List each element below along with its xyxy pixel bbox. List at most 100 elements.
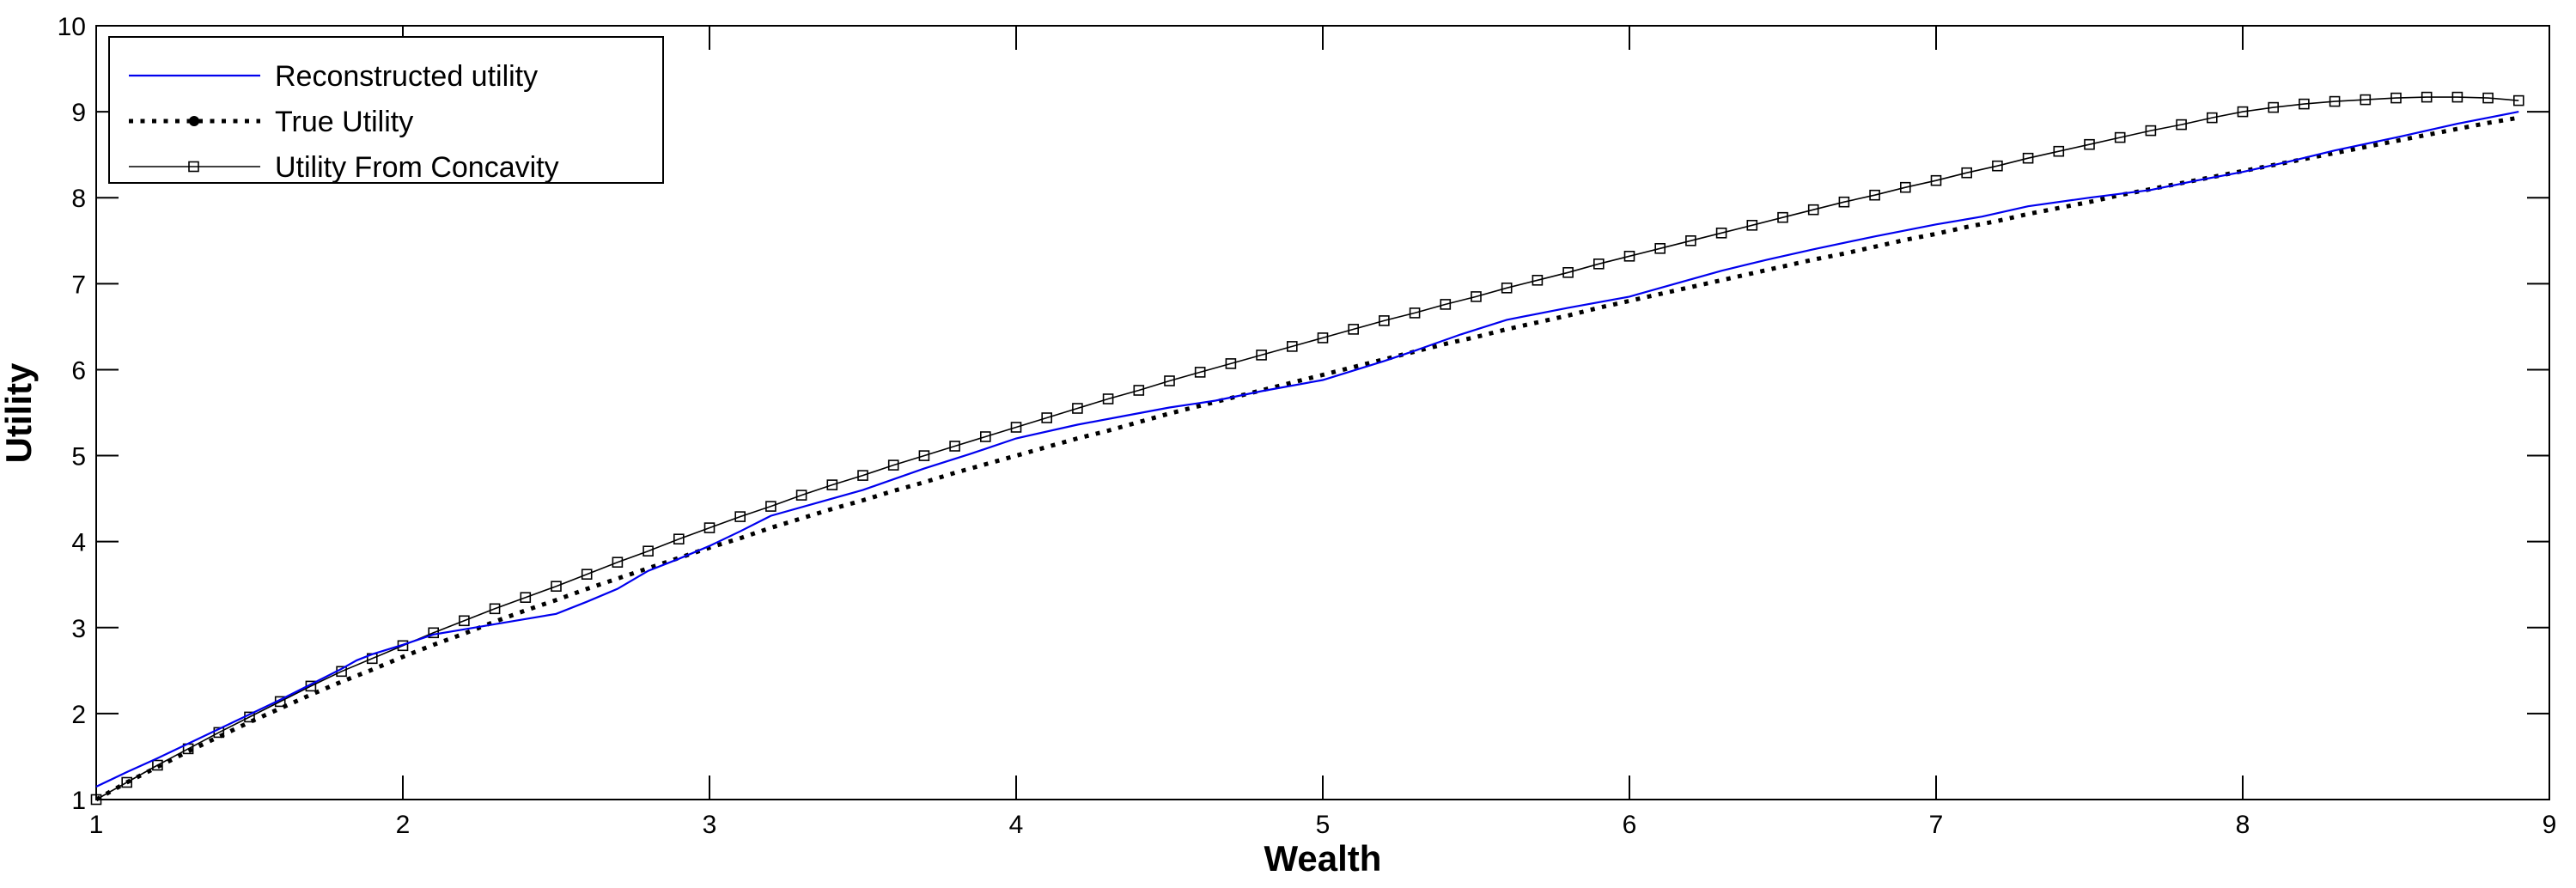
y-tick-label: 10	[58, 13, 86, 41]
square-marker	[2451, 91, 2463, 103]
square-marker	[1317, 332, 1329, 344]
square-marker	[2299, 98, 2310, 110]
square-marker	[765, 501, 776, 512]
y-axis-label: Utility	[0, 362, 39, 463]
square-marker	[826, 479, 838, 490]
y-tick-label: 9	[71, 99, 86, 127]
square-marker	[1010, 422, 1022, 433]
square-marker	[2207, 112, 2218, 124]
square-marker	[1930, 174, 1942, 186]
square-marker	[857, 470, 868, 481]
square-marker	[2145, 125, 2157, 137]
square-marker	[1992, 160, 2003, 172]
square-marker	[1746, 219, 1758, 231]
x-tick-label: 6	[1623, 811, 1637, 839]
x-tick-label: 7	[1929, 811, 1944, 839]
y-tick-label: 7	[71, 271, 86, 299]
y-tick-label: 1	[71, 787, 86, 815]
x-tick-label: 4	[1009, 811, 1024, 839]
square-marker	[1225, 358, 1237, 369]
square-marker	[121, 776, 132, 788]
square-marker	[489, 603, 501, 615]
square-marker	[1623, 250, 1635, 262]
square-marker	[551, 581, 562, 593]
series-line-0	[95, 111, 2519, 788]
square-marker	[1961, 167, 1972, 179]
square-marker	[1562, 266, 1574, 278]
x-tick-label: 8	[2236, 811, 2250, 839]
axes	[95, 25, 2550, 800]
x-tick-label: 5	[1316, 811, 1331, 839]
x-tick-label: 9	[2543, 811, 2557, 839]
square-marker	[1348, 324, 1359, 335]
square-marker	[1256, 350, 1267, 361]
legend: Reconstructed utility True Utility Utility…	[108, 36, 664, 184]
square-marker	[1869, 189, 1880, 201]
y-tick-label: 8	[71, 185, 86, 213]
square-marker	[1654, 242, 1666, 254]
y-tick-label: 2	[71, 701, 86, 729]
square-marker	[949, 441, 960, 452]
square-marker	[1838, 196, 1850, 208]
square-marker	[1501, 282, 1513, 294]
square-marker	[2176, 119, 2187, 131]
square-marker	[213, 727, 225, 739]
square-marker	[152, 759, 163, 771]
square-marker	[520, 592, 532, 604]
square-marker	[2268, 101, 2279, 113]
square-marker	[642, 545, 654, 557]
square-marker	[1471, 291, 1482, 302]
square-marker	[2237, 106, 2249, 118]
y-tick-label: 4	[71, 529, 86, 557]
x-axis-label: Wealth	[1264, 838, 1382, 879]
square-marker	[1777, 211, 1788, 223]
tick-labels: 1 2 3 4 5 6 7 8 9 1 2 3 4 5 6 7 8 9 10	[58, 13, 2557, 839]
series-line-2	[95, 96, 2519, 800]
square-marker	[1532, 274, 1544, 286]
square-marker	[673, 533, 685, 545]
legend-dot-marker	[189, 116, 199, 126]
square-marker	[2390, 92, 2402, 104]
square-marker	[2084, 138, 2095, 150]
square-marker	[703, 522, 716, 533]
square-marker	[90, 794, 102, 806]
square-marker	[734, 511, 746, 522]
y-tick-label: 3	[71, 615, 86, 643]
square-marker	[1593, 258, 1605, 270]
y-tick-label: 6	[71, 356, 86, 385]
square-marker	[1287, 341, 1298, 352]
square-marker	[1807, 204, 1819, 216]
square-marker	[459, 615, 470, 627]
square-marker	[2053, 145, 2065, 157]
legend-label: Reconstructed utility	[275, 60, 538, 93]
square-marker	[2513, 94, 2524, 106]
square-marker	[2022, 152, 2034, 164]
square-marker	[1194, 367, 1206, 378]
square-marker	[887, 459, 899, 471]
series-layer	[90, 91, 2524, 806]
y-tick-label: 5	[71, 443, 86, 471]
square-marker	[980, 431, 991, 442]
x-tick-label: 2	[396, 811, 411, 839]
legend-square-marker	[188, 161, 199, 173]
square-marker	[918, 450, 930, 461]
square-marker	[1715, 227, 1727, 239]
square-marker	[2421, 91, 2433, 103]
square-marker	[1072, 403, 1083, 414]
x-tick-label: 1	[89, 811, 104, 839]
square-marker	[2482, 92, 2494, 104]
square-marker	[1164, 375, 1175, 386]
square-marker	[1102, 393, 1114, 404]
square-marker	[1409, 307, 1421, 319]
square-marker	[795, 490, 807, 501]
square-marker	[1379, 315, 1390, 326]
series-line-1	[94, 115, 2519, 802]
x-tick-label: 3	[703, 811, 717, 839]
square-marker	[2360, 94, 2372, 106]
legend-box	[108, 36, 664, 184]
square-marker	[612, 557, 624, 569]
square-marker	[581, 569, 593, 581]
square-marker	[2329, 95, 2341, 107]
